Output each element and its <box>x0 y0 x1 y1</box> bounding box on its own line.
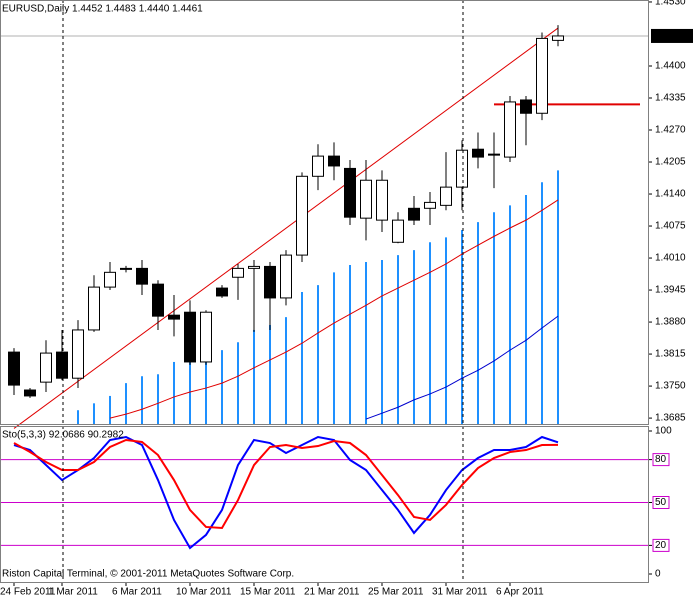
y-tick-label: 1.4335 <box>655 93 686 104</box>
x-tick-label: 1 Mar 2011 <box>48 587 98 598</box>
candle-body <box>200 311 212 363</box>
candle-body <box>184 311 196 363</box>
x-tick-label: 6 Apr 2011 <box>496 587 544 598</box>
last-price-box <box>651 28 693 43</box>
level-label-box <box>652 495 670 509</box>
candle-body <box>440 186 452 206</box>
oscillator-line <box>13 435 559 550</box>
candle-body <box>168 314 180 320</box>
candle-body <box>88 286 100 331</box>
trendline <box>13 27 559 429</box>
candle-body <box>216 287 228 297</box>
candle-body <box>376 179 388 221</box>
moving-average <box>365 315 559 420</box>
y-tick-label: 1.3750 <box>655 381 686 392</box>
y-tick-label: 1.4530 <box>655 0 686 8</box>
candle-body <box>504 101 516 158</box>
x-tick-label: 31 Mar 2011 <box>432 587 488 598</box>
candle-body <box>104 271 116 288</box>
y-tick-label: 1.3945 <box>655 285 686 296</box>
y-tick-label: 1.4400 <box>655 61 686 72</box>
x-tick-label: 21 Mar 2011 <box>304 587 360 598</box>
candle-body <box>296 175 308 256</box>
last-price-label: 1.4461 <box>655 31 686 42</box>
candle-body <box>24 389 36 397</box>
candle-body <box>264 265 276 299</box>
candle-body <box>328 155 340 167</box>
oscillator-line <box>13 438 559 529</box>
candle-body <box>248 265 260 269</box>
candle-body <box>472 148 484 158</box>
moving-average <box>109 199 559 419</box>
x-tick-label: 10 Mar 2011 <box>176 587 232 598</box>
candle-body <box>280 254 292 299</box>
candle-body <box>344 167 356 218</box>
y-tick-label: 20 <box>655 540 667 551</box>
footer: Riston Capital Terminal, © 2001-2011 Met… <box>2 569 294 580</box>
candle-body <box>456 149 468 188</box>
level-label-box <box>652 538 670 552</box>
candle-body <box>56 351 68 379</box>
candle-body <box>152 283 164 317</box>
y-tick-label: 1.4140 <box>655 189 686 200</box>
candle-body <box>552 35 564 41</box>
y-tick-label: 100 <box>655 426 672 437</box>
level-label-box <box>652 453 670 467</box>
x-tick-label: 6 Mar 2011 <box>112 587 162 598</box>
y-tick-label: 80 <box>655 454 667 465</box>
candle-body <box>120 267 132 270</box>
x-tick-label: 24 Feb 2011 <box>0 587 56 598</box>
candle-body <box>8 351 20 386</box>
candle-body <box>136 267 148 285</box>
chart-title: EURUSD,Daily 1.4452 1.4483 1.4440 1.4461 <box>2 4 203 15</box>
candle-body <box>520 99 532 114</box>
candle-body <box>232 267 244 278</box>
candle-body <box>360 179 372 219</box>
oscillator-title: Sto(5,3,3) 92.0686 90.2982 <box>2 430 124 441</box>
oscillator-panel-frame <box>0 426 649 583</box>
y-tick-label: 1.3815 <box>655 349 686 360</box>
y-tick-label: 1.3685 <box>655 413 686 424</box>
candle-body <box>392 219 404 243</box>
y-tick-label: 50 <box>655 497 667 508</box>
candle-body <box>312 155 324 177</box>
candle-body <box>424 201 436 209</box>
candle-body <box>72 329 84 379</box>
y-tick-label: 0 <box>655 569 661 580</box>
y-tick-label: 1.3880 <box>655 317 686 328</box>
y-tick-label: 1.4010 <box>655 253 686 264</box>
main-panel-frame <box>0 0 649 425</box>
x-tick-label: 25 Mar 2011 <box>368 587 424 598</box>
candle-body <box>40 352 52 383</box>
y-tick-label: 1.4075 <box>655 221 686 232</box>
candle-body <box>488 153 500 156</box>
y-tick-label: 1.4205 <box>655 157 686 168</box>
candle-body <box>536 37 548 114</box>
candle-body <box>408 207 420 221</box>
x-tick-label: 15 Mar 2011 <box>240 587 296 598</box>
y-tick-label: 1.4270 <box>655 125 686 136</box>
